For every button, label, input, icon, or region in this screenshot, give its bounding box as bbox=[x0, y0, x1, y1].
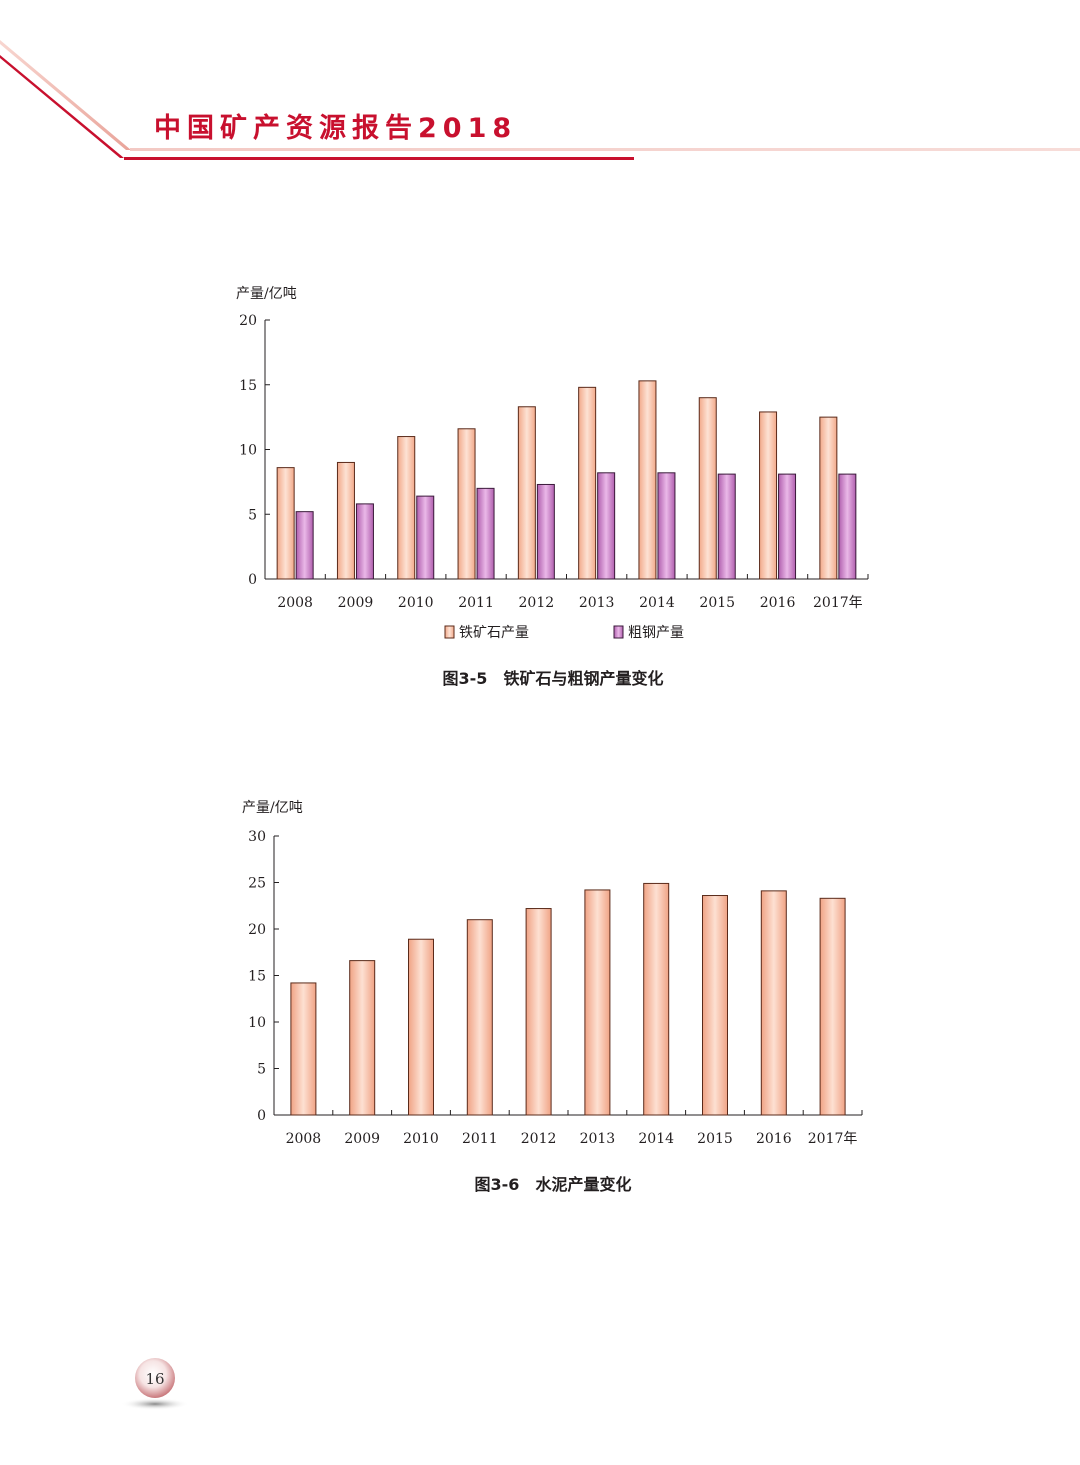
bar-crude-steel-2012 bbox=[536, 483, 555, 580]
header-diagonal-thin bbox=[0, 55, 124, 158]
x-tick-label: 2017年 bbox=[813, 595, 863, 611]
page-number: 16 bbox=[145, 1370, 164, 1388]
y-tick-label: 5 bbox=[257, 1062, 266, 1078]
page-badge-shadow bbox=[121, 1398, 189, 1410]
y-tick-label: 5 bbox=[248, 507, 257, 523]
y-tick-label: 10 bbox=[239, 443, 257, 459]
y-tick-label: 0 bbox=[248, 572, 257, 588]
x-tick-label: 2013 bbox=[580, 1131, 616, 1147]
x-tick-label: 2015 bbox=[699, 595, 735, 611]
figure-caption: 图3-6 水泥产量变化 bbox=[475, 1175, 632, 1194]
y-tick-label: 30 bbox=[248, 829, 266, 845]
y-tick-label: 0 bbox=[257, 1108, 266, 1124]
x-tick-label: 2011 bbox=[458, 595, 494, 611]
figure-caption: 图3-5 铁矿石与粗钢产量变化 bbox=[443, 669, 664, 688]
bar-iron-ore-2016 bbox=[759, 411, 778, 580]
x-tick-label: 2010 bbox=[398, 595, 434, 611]
bar-cement-2009 bbox=[349, 960, 376, 1116]
bar-crude-steel-2016 bbox=[778, 473, 797, 580]
bar-cement-2011 bbox=[466, 919, 493, 1116]
bar-iron-ore-2014 bbox=[638, 380, 657, 580]
header-diagonal bbox=[0, 40, 131, 150]
x-tick-label: 2015 bbox=[697, 1131, 733, 1147]
bar-crude-steel-2008 bbox=[295, 511, 314, 580]
x-tick-label: 2008 bbox=[286, 1131, 322, 1147]
bar-iron-ore-2013 bbox=[578, 386, 597, 580]
legend-label-iron-ore: 铁矿石产量 bbox=[459, 625, 529, 641]
y-tick-label: 15 bbox=[248, 969, 266, 985]
y-tick-label: 25 bbox=[248, 876, 266, 892]
x-tick-label: 2013 bbox=[579, 595, 615, 611]
y-axis-label: 产量/亿吨 bbox=[242, 800, 303, 816]
bar-iron-ore-2011 bbox=[457, 428, 476, 580]
bar-crude-steel-2015 bbox=[717, 473, 736, 580]
bar-crude-steel-2013 bbox=[597, 472, 616, 580]
bar-cement-2010 bbox=[408, 938, 434, 1116]
x-tick-label: 2012 bbox=[519, 595, 555, 611]
bar-cement-2008 bbox=[290, 982, 317, 1116]
page-badge bbox=[135, 1358, 175, 1398]
legend-swatch-crude-steel bbox=[613, 625, 624, 639]
bar-iron-ore-2009 bbox=[336, 461, 355, 580]
x-tick-label: 2009 bbox=[338, 595, 374, 611]
header-title: 中国矿产资源报告2018 bbox=[154, 113, 518, 144]
bar-cement-2013 bbox=[584, 889, 611, 1116]
x-tick-label: 2016 bbox=[760, 595, 796, 611]
bar-crude-steel-2014 bbox=[657, 472, 676, 580]
bar-crude-steel-2017年 bbox=[838, 473, 857, 580]
y-tick-label: 20 bbox=[239, 313, 257, 329]
bar-crude-steel-2009 bbox=[355, 503, 374, 580]
y-axis-label: 产量/亿吨 bbox=[236, 286, 297, 302]
header-rule-light bbox=[130, 148, 1080, 151]
x-tick-label: 2011 bbox=[462, 1131, 498, 1147]
bar-crude-steel-2011 bbox=[476, 487, 495, 580]
bar-iron-ore-2010 bbox=[397, 436, 416, 580]
x-tick-label: 2010 bbox=[403, 1131, 439, 1147]
x-tick-label: 2016 bbox=[756, 1131, 792, 1147]
x-tick-label: 2012 bbox=[521, 1131, 557, 1147]
bar-cement-2017年 bbox=[819, 897, 846, 1116]
x-tick-label: 2014 bbox=[638, 1131, 674, 1147]
y-tick-label: 20 bbox=[248, 922, 266, 938]
bar-iron-ore-2008 bbox=[276, 467, 295, 580]
bar-cement-2015 bbox=[702, 895, 728, 1116]
bar-cement-2012 bbox=[525, 908, 552, 1116]
bar-cement-2014 bbox=[643, 882, 670, 1116]
legend-label-crude-steel: 粗钢产量 bbox=[628, 625, 684, 641]
legend-swatch-iron-ore bbox=[444, 625, 455, 639]
bar-iron-ore-2015 bbox=[698, 397, 717, 580]
bar-cement-2016 bbox=[760, 890, 787, 1116]
bar-iron-ore-2012 bbox=[517, 406, 536, 580]
x-tick-label: 2008 bbox=[277, 595, 313, 611]
bar-crude-steel-2010 bbox=[416, 495, 435, 580]
bar-iron-ore-2017年 bbox=[819, 416, 838, 580]
header-rule-red bbox=[124, 157, 634, 160]
y-tick-label: 10 bbox=[248, 1015, 266, 1031]
x-tick-label: 2009 bbox=[344, 1131, 380, 1147]
x-tick-label: 2017年 bbox=[808, 1131, 858, 1147]
x-tick-label: 2014 bbox=[639, 595, 675, 611]
y-tick-label: 15 bbox=[239, 378, 257, 394]
